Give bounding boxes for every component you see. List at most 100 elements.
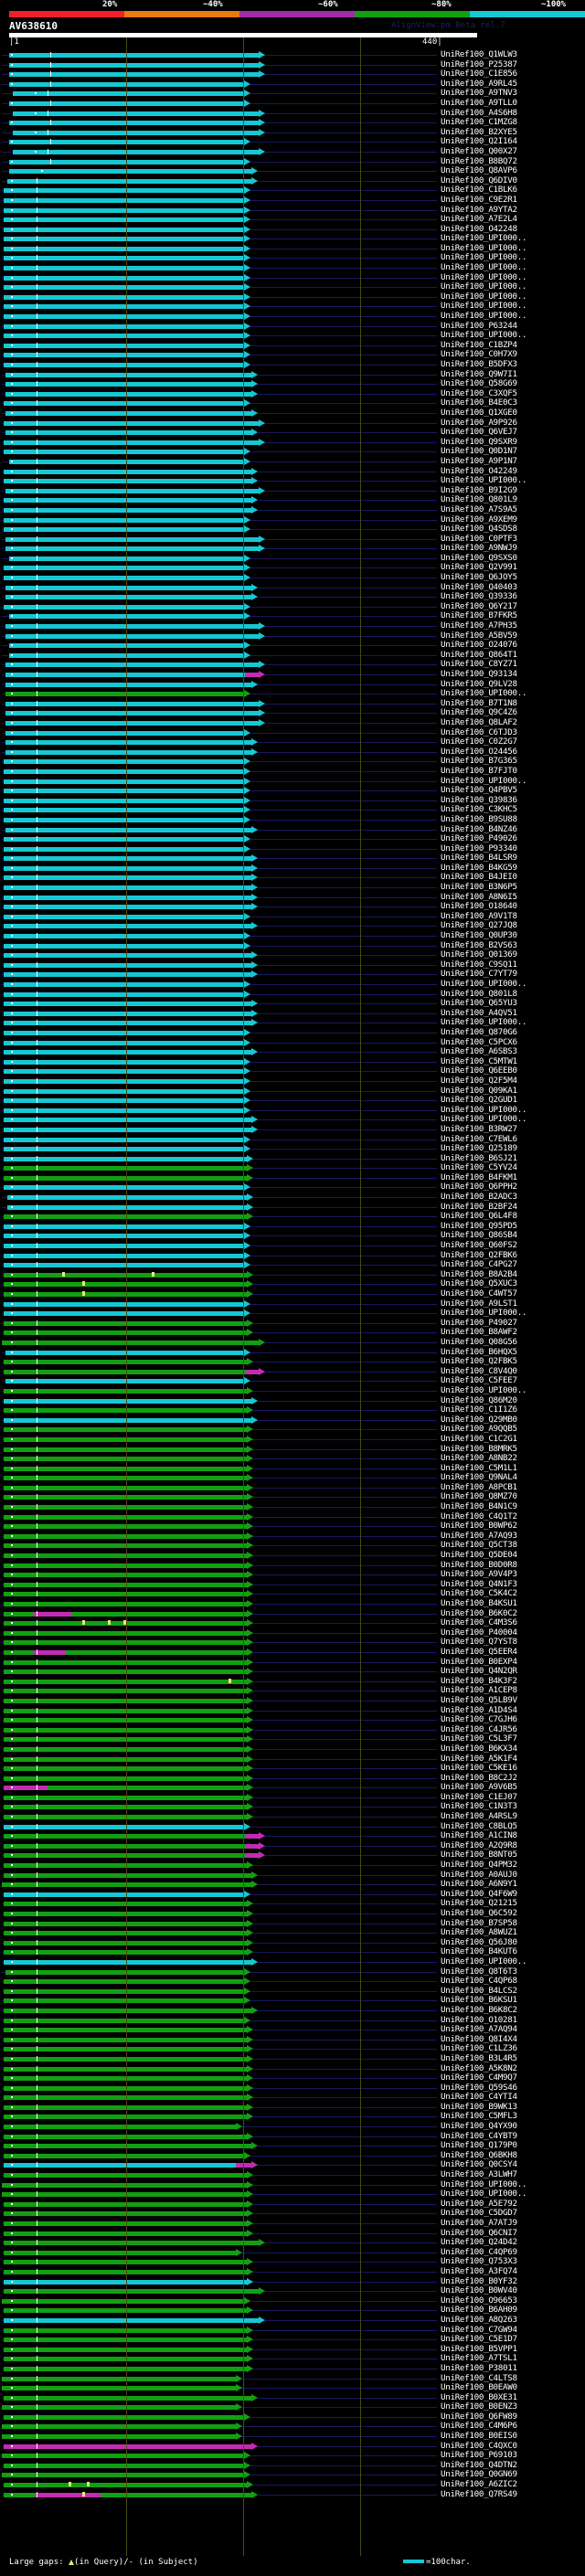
hit-label[interactable]: UniRef100_C4JR56 — [441, 1723, 517, 1734]
alignment-row[interactable]: UniRef100_B0WP62 — [0, 1521, 585, 1532]
alignment-bar[interactable] — [4, 1272, 247, 1277]
alignment-row[interactable]: UniRef100_C0Z2G7 — [0, 737, 585, 747]
alignment-row[interactable]: UniRef100_Q39336 — [0, 591, 585, 602]
alignment-row[interactable]: UniRef100_Q40403 — [0, 582, 585, 593]
alignment-row[interactable]: UniRef100_B4KSU1 — [0, 1598, 585, 1609]
hit-label[interactable]: UniRef100_Q8T6T3 — [441, 1966, 517, 1977]
alignment-row[interactable]: UniRef100_Q8MZ70 — [0, 1491, 585, 1502]
hit-label[interactable]: UniRef100_O42249 — [441, 465, 517, 476]
alignment-bar[interactable] — [4, 2037, 247, 2042]
hit-label[interactable]: UniRef100_A7AQ94 — [441, 2024, 517, 2035]
alignment-row[interactable]: UniRef100_C7YT79 — [0, 969, 585, 980]
alignment-bar[interactable] — [4, 294, 244, 300]
alignment-bar[interactable] — [4, 1708, 247, 1713]
alignment-bar[interactable] — [4, 1563, 247, 1568]
hit-label[interactable]: UniRef100_Q1XGE0 — [441, 407, 517, 418]
alignment-bar[interactable] — [4, 1679, 247, 1684]
hit-label[interactable]: UniRef100_Q56J80 — [441, 1936, 517, 1947]
hit-label[interactable]: UniRef100_A9XEM9 — [441, 514, 517, 525]
alignment-row[interactable]: UniRef100_Q93134 — [0, 669, 585, 680]
hit-label[interactable]: UniRef100_B3L4R5 — [441, 2052, 517, 2063]
alignment-row[interactable]: UniRef100_C4LTS8 — [0, 2373, 585, 2384]
alignment-bar[interactable] — [2, 2454, 244, 2459]
hit-label[interactable]: UniRef100_UPI000.. — [441, 262, 527, 273]
alignment-row[interactable]: UniRef100_A9V1T8 — [0, 911, 585, 922]
hit-label[interactable]: UniRef100_Q01369 — [441, 949, 517, 960]
hit-label[interactable]: UniRef100_A6SBS3 — [441, 1046, 517, 1057]
alignment-bar[interactable] — [4, 924, 251, 929]
hit-label[interactable]: UniRef100_C4M9Q7 — [441, 2072, 517, 2083]
alignment-bar[interactable] — [4, 1998, 244, 2004]
alignment-bar[interactable] — [4, 914, 244, 919]
alignment-bar[interactable] — [4, 1156, 247, 1161]
alignment-bar[interactable] — [4, 363, 244, 367]
alignment-bar[interactable] — [4, 401, 244, 407]
hit-label[interactable]: UniRef100_B4K3F2 — [441, 1675, 517, 1686]
alignment-row[interactable]: UniRef100_B4JEI0 — [0, 872, 585, 883]
hit-label[interactable]: UniRef100_B3RW27 — [441, 1123, 517, 1134]
hit-label[interactable]: UniRef100_Q93134 — [441, 669, 517, 679]
alignment-bar[interactable] — [4, 2104, 247, 2110]
alignment-row[interactable]: UniRef100_Q5CT38 — [0, 1540, 585, 1551]
alignment-bar[interactable] — [4, 1398, 251, 1404]
alignment-bar[interactable] — [4, 2443, 251, 2449]
alignment-bar[interactable] — [4, 1147, 244, 1152]
alignment-bar[interactable] — [4, 1137, 244, 1142]
alignment-bar[interactable] — [2, 1340, 259, 1345]
alignment-row[interactable]: UniRef100_A9NWJ9 — [0, 543, 585, 554]
alignment-bar[interactable] — [4, 1746, 247, 1752]
hit-label[interactable]: UniRef100_A8WUZ1 — [441, 1927, 517, 1938]
alignment-bar[interactable] — [5, 720, 259, 726]
hit-label[interactable]: UniRef100_A9NWJ9 — [441, 543, 517, 554]
alignment-bar[interactable] — [2, 2434, 236, 2440]
alignment-row[interactable]: UniRef100_Q65YU3 — [0, 998, 585, 1009]
alignment-bar[interactable] — [5, 624, 259, 630]
alignment-row[interactable]: UniRef100_A7PH35 — [0, 620, 585, 631]
alignment-row[interactable]: UniRef100_UPI000.. — [0, 233, 585, 244]
hit-label[interactable]: UniRef100_A1CEP8 — [441, 1685, 517, 1696]
alignment-row[interactable]: UniRef100_UPI000.. — [0, 330, 585, 341]
alignment-bar[interactable] — [4, 1098, 244, 1104]
alignment-row[interactable]: UniRef100_P38011 — [0, 2363, 585, 2374]
alignment-bar[interactable] — [4, 1282, 247, 1288]
alignment-bar[interactable] — [4, 2173, 247, 2178]
alignment-row[interactable]: UniRef100_Q21215 — [0, 1898, 585, 1909]
alignment-bar[interactable] — [4, 943, 244, 949]
alignment-row[interactable]: UniRef100_A2Q9R8 — [0, 1840, 585, 1851]
alignment-bar[interactable] — [4, 1843, 259, 1849]
alignment-row[interactable]: UniRef100_Q6EEB0 — [0, 1065, 585, 1076]
hit-label[interactable]: UniRef100_B6K8C2 — [441, 2004, 517, 2015]
alignment-bar[interactable] — [4, 1543, 247, 1549]
alignment-row[interactable]: UniRef100_UPI000.. — [0, 688, 585, 699]
hit-label[interactable]: UniRef100_Q58G69 — [441, 378, 517, 389]
alignment-row[interactable]: UniRef100_P63244 — [0, 321, 585, 332]
hit-label[interactable]: UniRef100_A3FQ74 — [441, 2265, 517, 2276]
hit-label[interactable]: UniRef100_A9V4P3 — [441, 1569, 517, 1580]
hit-label[interactable]: UniRef100_UPI000.. — [441, 281, 527, 292]
alignment-bar[interactable] — [4, 2357, 247, 2362]
hit-label[interactable]: UniRef100_UPI000.. — [441, 291, 527, 302]
alignment-row[interactable]: UniRef100_A8NB22 — [0, 1453, 585, 1464]
alignment-row[interactable]: UniRef100_B4LSR9 — [0, 853, 585, 864]
alignment-bar[interactable] — [4, 972, 251, 978]
alignment-row[interactable]: UniRef100_Q7RS49 — [0, 2489, 585, 2500]
alignment-bar[interactable] — [5, 663, 259, 668]
alignment-row[interactable]: UniRef100_Q4YX90 — [0, 2121, 585, 2132]
alignment-row[interactable]: UniRef100_Q9SXR9 — [0, 437, 585, 448]
alignment-bar[interactable] — [4, 188, 244, 194]
hit-label[interactable]: UniRef100_B0WP62 — [441, 1521, 517, 1532]
alignment-bar[interactable] — [4, 2231, 247, 2236]
alignment-bar[interactable] — [4, 1737, 247, 1743]
hit-label[interactable]: UniRef100_C5KE16 — [441, 1763, 517, 1774]
alignment-bar[interactable] — [4, 1698, 247, 1703]
hit-label[interactable]: UniRef100_B0XE31 — [441, 2391, 517, 2402]
hit-label[interactable]: UniRef100_C1EJ07 — [441, 1791, 517, 1802]
alignment-row[interactable]: UniRef100_Q0UP30 — [0, 930, 585, 941]
hit-label[interactable]: UniRef100_Q2FBK5 — [441, 1356, 517, 1367]
alignment-row[interactable]: UniRef100_Q2GUD1 — [0, 1095, 585, 1106]
alignment-bar[interactable] — [5, 682, 251, 687]
alignment-row[interactable]: UniRef100_B9WK13 — [0, 2102, 585, 2113]
alignment-row[interactable]: UniRef100_A9LST1 — [0, 1299, 585, 1309]
alignment-bar[interactable] — [4, 2153, 244, 2158]
alignment-row[interactable]: UniRef100_C5K4C2 — [0, 1588, 585, 1599]
